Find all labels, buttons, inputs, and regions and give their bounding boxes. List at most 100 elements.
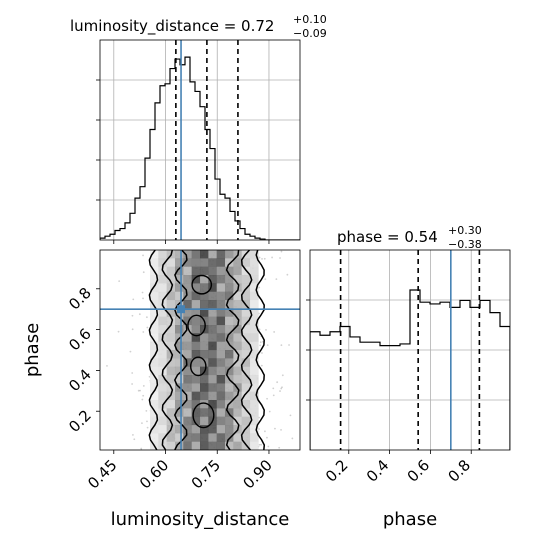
- density-cell: [233, 308, 242, 317]
- density-cell: [158, 258, 167, 267]
- density-cell: [191, 275, 201, 284]
- density-cell: [166, 316, 176, 326]
- density-cell: [208, 391, 217, 401]
- density-cell: [241, 333, 251, 342]
- density-cell: [191, 416, 201, 426]
- density-cell: [150, 291, 159, 301]
- density-cell: [233, 325, 242, 334]
- density-cell: [150, 375, 159, 384]
- scatter-point: [145, 409, 148, 412]
- density-cell: [191, 308, 201, 317]
- density-cell: [150, 358, 159, 367]
- contour-island-3: [189, 356, 207, 377]
- scatter-point: [141, 422, 143, 425]
- scatter-point: [266, 436, 268, 439]
- density-cell: [191, 391, 201, 401]
- scatter-point: [142, 297, 144, 300]
- density-cell: [175, 250, 184, 259]
- scatter-point: [131, 383, 134, 385]
- scatter-point: [268, 410, 271, 413]
- density-cell: [225, 416, 234, 426]
- density-cell: [150, 425, 159, 434]
- scatter-point: [264, 430, 266, 433]
- density-cell: [158, 433, 167, 442]
- density-cell: [183, 275, 192, 284]
- density-cell: [233, 341, 242, 351]
- density-cell: [175, 416, 184, 426]
- density-cell: [208, 375, 217, 384]
- density-cell: [166, 266, 176, 276]
- density-cell: [175, 283, 184, 292]
- density-cell: [183, 416, 192, 426]
- density-cell: [158, 358, 167, 367]
- right-xtick-label-1: 0.4: [363, 456, 393, 486]
- density-cell: [150, 308, 159, 317]
- density-cell: [208, 250, 217, 259]
- density-cell: [208, 366, 217, 376]
- scatter-point: [280, 428, 282, 431]
- scatter-point: [272, 394, 275, 397]
- scatter-point: [129, 350, 132, 353]
- density-cell: [241, 291, 251, 301]
- contour-line-1-right: [240, 250, 253, 450]
- density-cell: [250, 375, 259, 384]
- density-cell: [183, 341, 192, 351]
- density-cell: [191, 325, 201, 334]
- scatter-point: [142, 254, 144, 257]
- density-cell: [175, 441, 184, 450]
- density-cell: [158, 275, 167, 284]
- density-cell: [183, 325, 192, 334]
- density-cell: [158, 425, 167, 434]
- density-cell: [250, 275, 259, 284]
- density-cell: [225, 350, 234, 359]
- density-cell: [233, 266, 242, 276]
- scatter-point: [289, 414, 292, 417]
- density-cell: [250, 408, 259, 417]
- joint-ytick-label-3: 0.8: [65, 284, 95, 314]
- density-cell: [158, 350, 167, 359]
- density-cell: [250, 416, 259, 426]
- joint-axes-frame: [99, 249, 301, 451]
- density-cell: [183, 308, 192, 317]
- density-cell: [241, 258, 251, 267]
- density-cell: [191, 258, 201, 267]
- density-cell: [150, 333, 159, 342]
- density-cell: [233, 433, 242, 442]
- scatter-point: [263, 257, 266, 260]
- scatter-point: [141, 291, 144, 294]
- scatter-point: [142, 394, 145, 397]
- density-cell: [208, 383, 217, 392]
- density-cell: [216, 400, 226, 409]
- density-cell: [225, 283, 234, 292]
- density-cell: [241, 408, 251, 417]
- density-cell: [208, 291, 217, 301]
- density-cell: [191, 383, 201, 392]
- density-cell: [191, 441, 201, 450]
- density-cell: [250, 425, 259, 434]
- density-cell: [250, 383, 259, 392]
- scatter-point: [266, 344, 269, 347]
- density-cell: [183, 250, 192, 259]
- density-cell: [150, 341, 159, 351]
- scatter-point: [275, 278, 278, 281]
- density-cell: [225, 441, 234, 450]
- right-xtick-label-0: 0.2: [322, 456, 352, 486]
- density-cell: [225, 275, 234, 284]
- density-cell: [225, 258, 234, 267]
- density-cell: [183, 316, 192, 326]
- density-cell: [225, 366, 234, 376]
- density-cell: [216, 416, 226, 426]
- density-cell: [191, 250, 201, 259]
- contour-line-0-right: [255, 250, 266, 450]
- density-cell: [241, 383, 251, 392]
- marginal-title-phase: phase = 0.54: [337, 228, 438, 246]
- density-cell: [183, 408, 192, 417]
- density-cell: [250, 266, 259, 276]
- density-cell: [191, 400, 201, 409]
- marginal-title-luminosity-distance: luminosity_distance = 0.72: [70, 17, 274, 36]
- density-cell: [200, 358, 209, 367]
- scatter-point: [118, 280, 121, 283]
- density-cell: [183, 425, 192, 434]
- density-cell: [150, 283, 159, 292]
- joint-ytick-label-2: 0.6: [65, 325, 95, 355]
